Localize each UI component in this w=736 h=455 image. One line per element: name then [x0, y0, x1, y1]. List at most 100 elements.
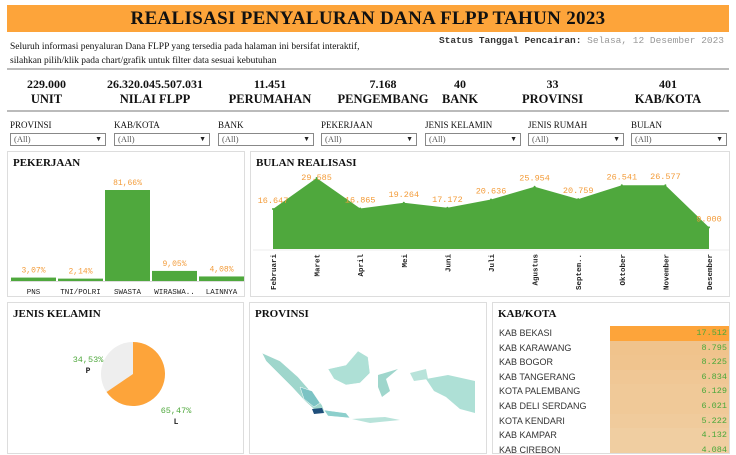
intro-text: Seluruh informasi penyaluran Dana FLPP y… [10, 40, 359, 68]
filter-select[interactable]: (All) ▼ [10, 133, 106, 146]
bar-swasta[interactable] [105, 190, 150, 281]
data-point[interactable] [664, 184, 667, 187]
x-tick-label: Septem.. [576, 254, 584, 290]
bar-lainnya[interactable] [199, 276, 244, 281]
data-point[interactable] [359, 207, 362, 210]
x-tick-label: Februari [271, 254, 279, 291]
data-point[interactable] [620, 184, 623, 187]
map-sulawesi[interactable] [378, 369, 398, 397]
bulan-panel: BULAN REALISASI 16.647 Februari 29.585 Mare… [250, 151, 730, 297]
kpi-bank[interactable]: 40 BANK [435, 77, 485, 107]
map-java-west[interactable] [312, 408, 324, 414]
kab-name: KOTA KENDARI [499, 415, 565, 426]
status-label: Status Tanggal Pencairan: [438, 35, 582, 46]
data-point[interactable] [533, 185, 536, 188]
bar-data-label: 81,66% [113, 179, 142, 188]
kpi-label: KAB/KOTA [634, 92, 702, 106]
filter-jenis-kelamin: JENIS KELAMIN (All) ▼ [425, 120, 521, 146]
table-row[interactable]: KAB DELI SERDANG 6.021 [499, 399, 729, 414]
filter-select[interactable]: (All) ▼ [114, 133, 210, 146]
map-papua[interactable] [426, 375, 475, 413]
x-tick-label: November [663, 254, 671, 290]
table-row[interactable]: KAB CIREBON 4.084 [499, 442, 729, 453]
map-sumatra-south[interactable] [299, 386, 321, 408]
x-tick-label: WIRASWA.. [154, 289, 195, 297]
filter-value: (All) [14, 134, 31, 144]
kab-name: KAB TANGERANG [499, 371, 576, 382]
dropdown-arrow-icon: ▼ [716, 135, 723, 143]
kpi-nilai-flpp[interactable]: 26.320.045.507.031 NILAI FLPP [95, 77, 215, 107]
kpi-value: 11.451 [253, 77, 287, 91]
area-data-label: 26.541 [606, 172, 637, 182]
kpi-pengembang[interactable]: 7.168 PENGEMBANG [333, 77, 433, 107]
filter-select[interactable]: (All) ▼ [425, 133, 521, 146]
bar-data-label: 2,14% [68, 268, 92, 277]
kpi-provinsi[interactable]: 33 PROVINSI [515, 77, 590, 107]
data-point[interactable] [446, 206, 449, 209]
intro-line-2: silahkan pilih/klik pada chart/grafik un… [10, 56, 277, 66]
kpi-value: 401 [659, 77, 677, 91]
table-row[interactable]: KAB KARAWANG 8.795 [499, 340, 729, 356]
pekerjaan-bar-chart: 3,07% PNS 2,14% TNI/POLRI 81,66% SWASTA 9,05% W… [10, 179, 244, 297]
kpi-perumahan[interactable]: 11.451 PERUMAHAN [225, 77, 315, 107]
kpi-kab-kota[interactable]: 401 KAB/KOTA [628, 77, 708, 107]
bar-tnipolri[interactable] [58, 278, 103, 281]
data-point[interactable] [402, 201, 405, 204]
kab-value: 8.225 [610, 355, 729, 370]
table-row[interactable]: KAB BOGOR 8.225 [499, 355, 729, 370]
filter-jenis-rumah: JENIS RUMAH (All) ▼ [528, 120, 624, 146]
divider [7, 68, 729, 70]
pie-slice-l[interactable] [106, 342, 166, 406]
map-maluku[interactable] [410, 369, 428, 381]
indonesia-map[interactable] [250, 325, 488, 455]
kpi-value: 26.320.045.507.031 [107, 77, 203, 91]
table-row[interactable]: KAB KAMPAR 4.132 [499, 428, 729, 443]
x-tick-label: SWASTA [114, 289, 142, 297]
status-value: Selasa, 12 Desember 2023 [587, 35, 724, 46]
data-point[interactable] [315, 177, 318, 179]
table-row[interactable]: KOTA PALEMBANG 6.129 [499, 384, 729, 399]
kab-name: KAB KARAWANG [499, 342, 572, 353]
filter-label: PEKERJAAN [321, 120, 373, 130]
filter-select[interactable]: (All) ▼ [631, 133, 727, 146]
table-row[interactable]: KAB BEKASI 17.512 [499, 326, 729, 341]
kab-name: KAB KAMPAR [499, 430, 557, 441]
area-data-label: 29.585 [301, 173, 332, 183]
dropdown-arrow-icon: ▼ [199, 135, 206, 143]
bar-pns[interactable] [11, 277, 56, 281]
kpi-unit[interactable]: 229.000 UNIT [15, 77, 78, 107]
x-tick-label: LAINNYA [206, 289, 238, 297]
divider [7, 110, 729, 112]
area-series[interactable] [273, 178, 709, 249]
dropdown-arrow-icon: ▼ [95, 135, 102, 143]
table-row[interactable]: KAB TANGERANG 6.834 [499, 369, 729, 385]
filter-pekerjaan: PEKERJAAN (All) ▼ [321, 120, 417, 146]
bar-data-label: 9,05% [162, 260, 186, 269]
kab-value: 4.132 [610, 428, 729, 443]
kpi-label: PROVINSI [521, 92, 584, 106]
panel-title: PEKERJAAN [13, 157, 81, 169]
pie-label-value: 34,53% [73, 355, 105, 365]
x-tick-label: Desember [707, 254, 715, 290]
map-java[interactable] [323, 409, 351, 419]
data-point[interactable] [490, 198, 492, 201]
area-data-label: 9.000 [696, 214, 722, 224]
bar-wiraswa[interactable] [152, 270, 197, 281]
filter-value: (All) [222, 134, 239, 144]
kpi-label: PENGEMBANG [337, 92, 429, 106]
table-row[interactable]: KOTA KENDARI 5.222 [499, 413, 729, 429]
data-point[interactable] [708, 226, 710, 229]
kab-value: 6.834 [610, 369, 729, 385]
map-kalimantan[interactable] [327, 350, 371, 386]
kab-value: 8.795 [610, 340, 729, 356]
x-tick-label: Oktober [620, 254, 628, 286]
dropdown-arrow-icon: ▼ [303, 135, 310, 143]
filter-select[interactable]: (All) ▼ [218, 133, 314, 146]
data-point[interactable] [577, 198, 580, 201]
panel-title: JENIS KELAMIN [13, 308, 101, 320]
filter-select[interactable]: (All) ▼ [528, 133, 624, 146]
map-nusa-tenggara[interactable] [352, 417, 400, 423]
filter-select[interactable]: (All) ▼ [321, 133, 417, 146]
pie-label-value: 65,47% [161, 406, 193, 416]
data-point[interactable] [272, 208, 274, 211]
